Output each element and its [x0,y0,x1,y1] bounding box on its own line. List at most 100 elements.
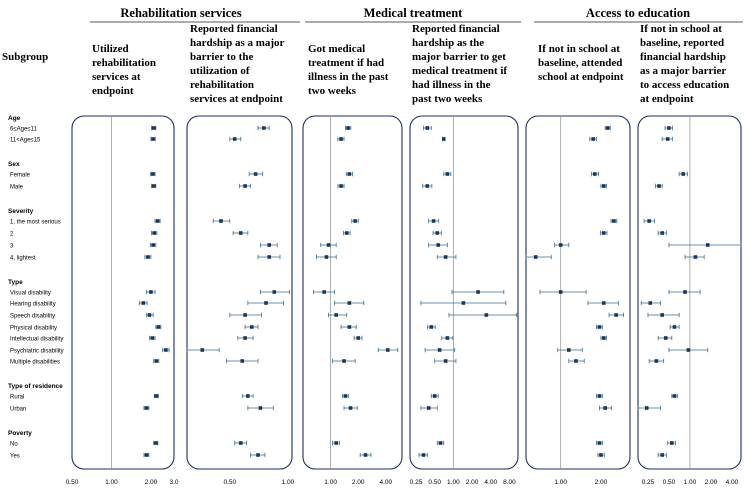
panel-title-line: utilization of [190,65,250,77]
point-estimate [436,243,441,247]
point-estimate [654,359,659,363]
point-estimate [443,255,448,259]
row-label: Yes [10,454,20,460]
point-estimate [243,336,247,340]
point-estimate [334,441,338,445]
point-estimate [267,243,272,247]
point-estimate [151,126,156,130]
point-estimate [151,184,156,188]
x-tick-label: 4.00 [484,479,497,486]
point-estimate [156,325,161,329]
row-label: 1, the most serious [10,220,61,226]
x-tick-label: 0.25 [410,479,423,486]
point-estimate [322,290,326,294]
point-estimate [693,255,698,259]
point-estimate [219,219,223,223]
x-tick-label: 1.00 [105,479,118,486]
row-label: Male [10,185,24,191]
point-estimate [665,137,670,141]
panel-title-line: hardship as a major [190,37,285,49]
point-estimate [261,126,266,130]
row-label: 3 [10,244,14,250]
point-estimate [151,137,155,141]
point-estimate [667,126,671,130]
point-estimate [597,394,602,398]
point-estimate [232,137,237,141]
x-tick-label: 2.00 [466,479,479,486]
point-estimate [660,313,664,317]
panel-title-line: hardship as the [412,37,484,49]
x-tick-label: 1.00 [324,479,337,486]
forest-panel: 0.50 1.00 2.00 3.0 [66,115,179,486]
panel-title-line: Got medical [308,43,365,55]
group-label: Type of residence [8,383,63,390]
point-estimate [347,172,352,176]
point-estimate [441,137,446,141]
point-estimate [601,336,606,340]
point-estimate [267,255,272,259]
panel-frame [71,115,175,470]
subgroup-header: Subgroup [2,51,48,63]
panel-title-line: services at endpoint [190,93,283,105]
point-estimate [353,219,357,223]
point-estimate [648,301,653,305]
point-estimate [445,336,450,340]
point-estimate [150,336,155,340]
point-estimate [238,231,243,235]
point-estimate [342,359,346,363]
point-estimate [250,325,254,329]
panel-frame [186,115,293,470]
point-estimate [240,359,245,363]
point-estimate [421,453,426,457]
x-tick-label: 0.50 [428,479,441,486]
point-estimate [347,301,352,305]
domain-header: Medical treatment [364,6,464,20]
point-estimate [425,184,430,188]
point-estimate [339,184,343,188]
row-label: Multiple disabilities [10,360,60,366]
row-label: Urban [10,407,26,413]
point-estimate [438,441,443,445]
point-estimate [243,313,247,317]
panel-title-line: illness in the past [308,71,389,83]
point-estimate [238,441,243,445]
panel-title-line: major barrier to get [412,51,506,63]
row-label: Intellectual disability [10,337,63,343]
point-estimate [435,231,440,235]
point-estimate [431,219,436,223]
row-label: Speech disability [10,314,55,320]
row-label: Female [10,173,31,179]
panel-title-line: Reported financial [190,23,278,35]
point-estimate [347,325,352,329]
point-estimate [144,453,149,457]
point-estimate [603,406,607,410]
point-estimate [597,325,602,329]
point-estimate [146,255,150,259]
point-estimate [660,453,664,457]
point-estimate [612,219,616,223]
panel-title-line: baseline, reported [640,37,724,49]
point-estimate [339,137,343,141]
panel-frame [302,115,403,470]
panel-title-line: services at [92,71,141,83]
x-tick-label: 0.50 [663,479,676,486]
row-label: 4, lightest [10,256,36,262]
x-tick-label: 2.00 [705,479,718,486]
row-label: 11<Age≤15 [10,138,41,144]
point-estimate [151,172,155,176]
forest-panel: 0.50 1.00 [186,115,295,486]
group-label: Severity [8,208,34,215]
x-tick-label: 2.00 [145,479,158,486]
x-tick-label: 2.00 [595,479,608,486]
row-label: 2 [10,232,14,238]
point-estimate [672,325,677,329]
row-label: Psychiatric disability [10,349,64,355]
point-estimate [155,219,160,223]
domain-header: Rehabilitation services [120,6,241,20]
point-estimate [344,231,349,235]
point-estimate [154,359,159,363]
point-estimate [243,184,247,188]
panel-title-line: If not in school at [538,43,620,55]
point-estimate [425,126,430,130]
